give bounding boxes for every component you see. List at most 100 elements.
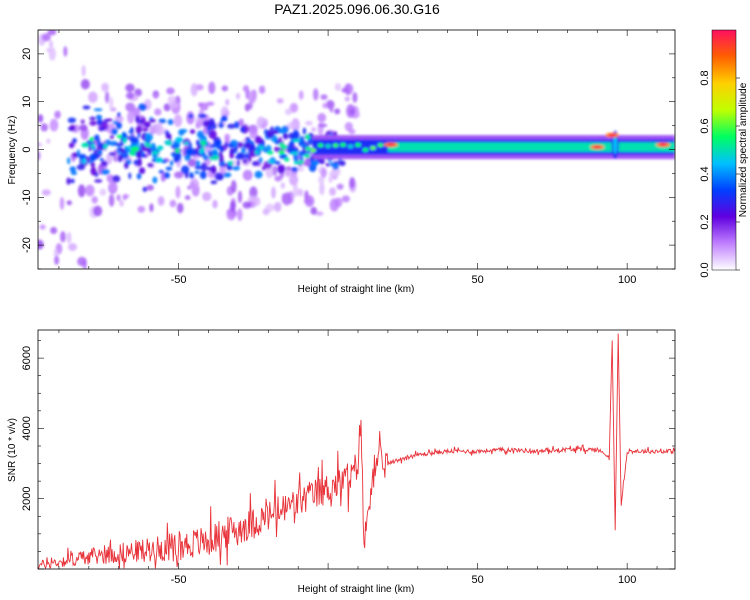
spectrogram-band-blob	[141, 127, 149, 132]
spectrogram-noise-blob	[230, 179, 237, 194]
y-tick-label: 20	[21, 48, 33, 60]
spectrogram-band-blob	[226, 123, 236, 129]
spectrogram-noise-blob	[101, 82, 109, 92]
spectrogram-line-segment	[340, 142, 347, 147]
spectrogram-band-blob	[195, 139, 201, 146]
spectrogram-band-blob	[278, 128, 286, 134]
spectrogram-band-blob	[235, 155, 240, 160]
spectrogram-noise-blob	[152, 94, 159, 99]
spectrogram-band-blob	[100, 161, 108, 167]
spectrogram-hot-blob	[151, 150, 160, 155]
spectrogram-noise-blob	[173, 114, 183, 128]
spectrogram-hot-blob	[103, 143, 108, 150]
x-tick-label: 100	[618, 574, 636, 586]
spectrogram-noise-blob	[297, 188, 304, 197]
spectrogram-noise-blob	[104, 91, 110, 104]
spectrogram-noise-blob	[230, 200, 236, 213]
spectrogram-band-blob	[298, 150, 304, 157]
spectrogram-noise-blob	[184, 195, 191, 200]
spectrogram-band-blob	[291, 166, 299, 173]
spectrogram-hot-blob	[175, 147, 180, 154]
spectrogram-noise-blob	[348, 128, 356, 135]
spectrogram-band-blob	[98, 126, 106, 131]
spectrogram-hot-blob	[175, 136, 184, 143]
spectrogram-band-blob	[254, 170, 263, 179]
spectrogram-noise-blob	[225, 98, 230, 106]
spectrogram-noise-blob	[47, 30, 57, 36]
colorbar-label: Normalized spectral amplitude	[738, 82, 749, 217]
spectrogram-noise-blob	[317, 113, 327, 123]
y-tick-label: 10	[21, 96, 33, 108]
spectrogram-hot-blob	[116, 134, 123, 139]
snr-y-axis-label: SNR (10 * v/v)	[7, 418, 18, 482]
spectrogram-band-blob	[163, 172, 171, 179]
spectrogram-band-blob	[137, 157, 142, 167]
spectrogram-hot-blob	[303, 153, 311, 158]
spectrogram-band-blob	[282, 133, 289, 140]
spectrogram-line-segment	[310, 148, 317, 153]
spectrogram-band-blob	[105, 118, 113, 122]
spectrogram-noise-blob	[317, 123, 328, 128]
spectrogram-band-blob	[199, 170, 207, 180]
spectrogram-band-blob	[329, 162, 334, 167]
spectrogram-band-blob	[178, 129, 185, 136]
y-tick-label: -10	[21, 189, 33, 205]
spectrogram-noise-blob	[199, 102, 209, 111]
spectrogram-band-blob	[300, 143, 307, 147]
spectrogram-noise-blob	[298, 90, 304, 100]
y-tick-label: 2000	[21, 486, 33, 510]
figure-title: PAZ1.2025.096.06.30.G16	[274, 1, 440, 17]
spectrogram-hot-blob	[290, 151, 299, 156]
spectrogram-band-blob	[332, 162, 340, 171]
spectrogram-noise-blob	[310, 206, 318, 215]
spectrogram-hot-blob	[81, 142, 89, 148]
snr-panel: -50 50 100 2000 4000 6000 Height of straight …	[7, 329, 676, 595]
spectrogram-band-blob	[210, 165, 217, 174]
spectrogram-band-blob	[152, 176, 158, 184]
spectrogram-band-blob	[101, 168, 110, 175]
spectrogram-noise-blob	[77, 256, 87, 267]
spectrogram-hot-blob	[165, 140, 172, 146]
spectrogram-band-blob	[66, 157, 71, 165]
spectrogram-noise-blob	[221, 85, 229, 92]
colorbar-ticks: 0.0 0.2 0.4 0.6 0.8	[699, 70, 740, 278]
spectrogram-noise-blob	[81, 65, 86, 77]
spectrogram-noise-blob	[304, 195, 315, 207]
spectrogram-hot-blob	[259, 145, 264, 150]
spectrogram-band-blob	[165, 133, 171, 139]
spectrogram-noise-blob	[125, 91, 135, 100]
spectrogram-band-blob	[80, 119, 85, 124]
spectrogram-hot-blob	[267, 159, 275, 164]
spectrogram-band-blob	[78, 153, 87, 160]
spectrogram-band-blob	[70, 170, 78, 176]
spectrogram-noise-blob	[91, 196, 98, 204]
spectrogram-band-blob	[115, 121, 122, 130]
spectrogram-hot-blob	[284, 157, 290, 162]
spectrogram-noise-blob	[271, 186, 276, 199]
spectrogram-line-segment	[347, 144, 354, 149]
spectrogram-band-blob	[219, 119, 223, 129]
spectrogram-y-axis-label: Frequency (Hz)	[7, 116, 18, 185]
spectrogram-band-blob	[265, 144, 272, 153]
spectrogram-band-blob	[223, 172, 232, 178]
spectrogram-hot-blob	[200, 140, 207, 146]
spectrogram-noise-blob	[137, 205, 146, 213]
spectrogram-noise-blob	[312, 88, 319, 101]
spectrogram-band-blob	[69, 166, 77, 172]
spectrogram-band-blob	[90, 166, 97, 176]
spectrogram-band-blob	[277, 164, 286, 174]
spectrogram-band-blob	[211, 149, 218, 156]
spectrogram-band-blob	[169, 160, 174, 167]
x-tick-label: -50	[171, 274, 187, 286]
spectrogram-band-blob	[243, 142, 252, 149]
colorbar-tick-label: 0.0	[699, 262, 711, 277]
spectrogram-band-blob	[70, 178, 75, 184]
spectrogram-noise-blob	[344, 121, 353, 132]
spectrogram-band-blob	[97, 149, 103, 155]
spectrogram-band-blob	[108, 152, 116, 156]
spectrogram-noise-blob	[66, 231, 72, 244]
spectrogram-spike-core	[613, 135, 618, 154]
spectrogram-noise-blob	[68, 243, 78, 251]
spectrogram-noise-blob	[305, 120, 313, 126]
spectrogram-hot-blob	[129, 150, 136, 157]
